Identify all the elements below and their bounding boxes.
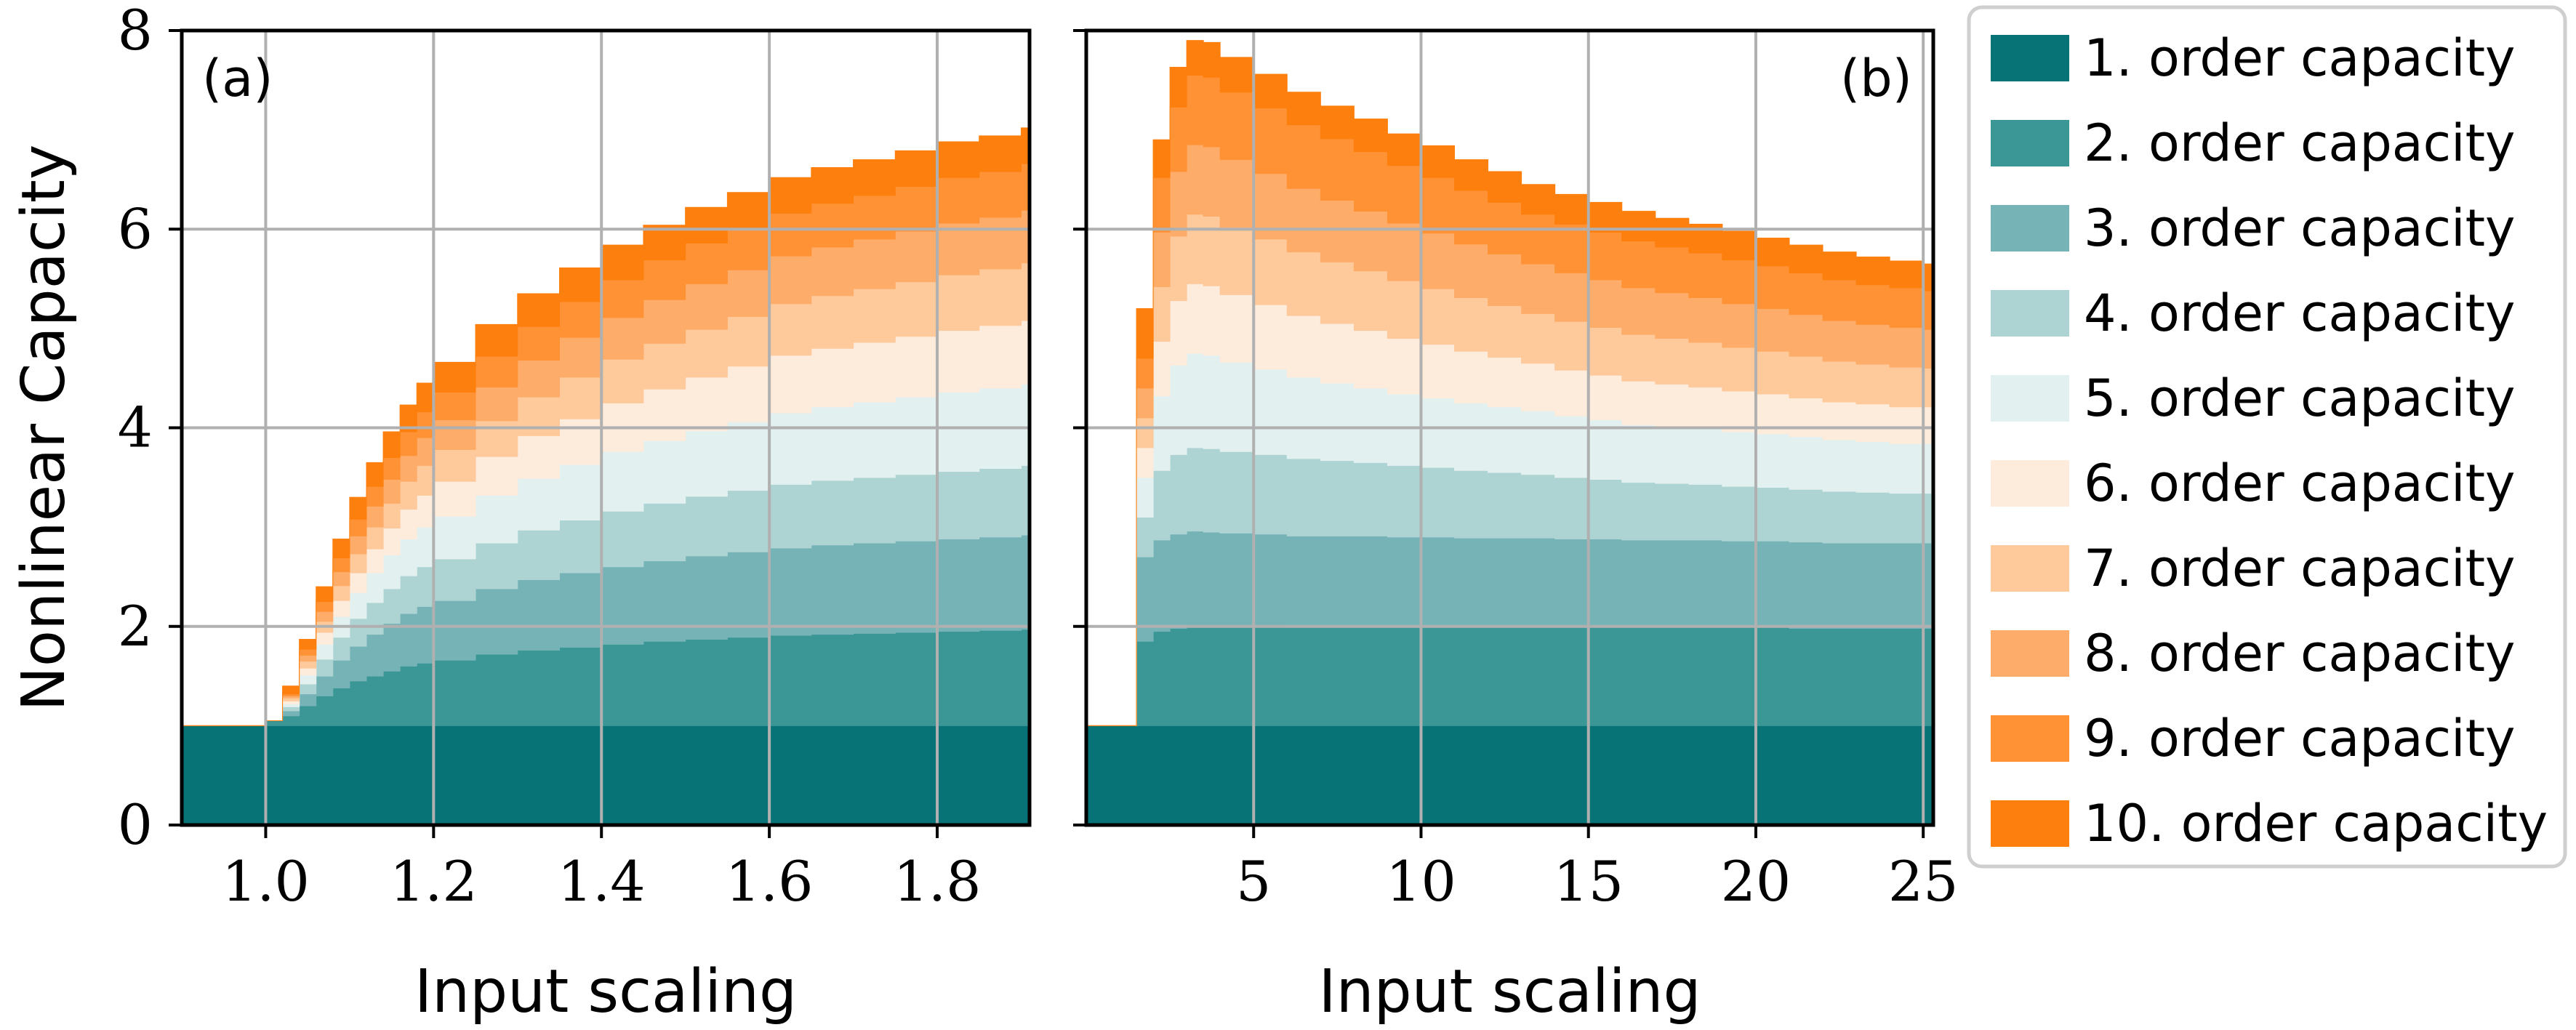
y-tick-label-1: 2 xyxy=(118,594,153,659)
panel-a: 1.0 1.2 1.4 1.6 1.8 0 2 4 6 8 Input scaling Nonline… xyxy=(9,0,1032,1026)
legend-label-3: 3. order capacity xyxy=(2084,198,2515,258)
legend-item: 2. order capacity xyxy=(1991,113,2515,173)
legend-label-8: 8. order capacity xyxy=(2084,624,2515,683)
legend-label-1: 1. order capacity xyxy=(2084,28,2515,88)
stack-layers xyxy=(181,127,1030,826)
legend-swatch-8 xyxy=(1991,630,2069,677)
y-axis-label: Nonlinear Capacity xyxy=(9,145,79,712)
legend-item: 8. order capacity xyxy=(1991,624,2515,683)
legend-swatch-3 xyxy=(1991,205,2069,252)
x-tick-label-2: 15 xyxy=(1553,849,1624,914)
legend-label-4: 4. order capacity xyxy=(2084,283,2515,343)
series-area-1 xyxy=(1086,725,1934,826)
x-tick-label-0: 5 xyxy=(1236,849,1271,914)
panel-label: (a) xyxy=(202,49,273,108)
legend-label-9: 9. order capacity xyxy=(2084,709,2515,768)
legend-swatch-2 xyxy=(1991,120,2069,166)
series-area-1 xyxy=(181,725,1030,826)
legend-swatch-7 xyxy=(1991,545,2069,592)
legend-label-6: 6. order capacity xyxy=(2084,454,2515,513)
y-tick-label-3: 6 xyxy=(118,196,153,261)
x-tick-label-2: 1.4 xyxy=(558,849,646,914)
legend-item: 5. order capacity xyxy=(1991,369,2515,428)
legend-swatch-5 xyxy=(1991,375,2069,422)
x-tick-label-4: 1.8 xyxy=(894,849,982,914)
legend-item: 1. order capacity xyxy=(1991,28,2515,88)
panel-label: (b) xyxy=(1840,49,1912,108)
legend-swatch-4 xyxy=(1991,290,2069,337)
x-tick-label-4: 25 xyxy=(1888,849,1959,914)
x-axis-label: Input scaling xyxy=(414,957,797,1026)
legend-item: 7. order capacity xyxy=(1991,539,2515,598)
y-tick-label-4: 8 xyxy=(118,0,153,63)
legend-label-5: 5. order capacity xyxy=(2084,369,2515,428)
x-axis-label: Input scaling xyxy=(1318,957,1701,1026)
stack-layers xyxy=(1086,40,1934,826)
legend-label-7: 7. order capacity xyxy=(2084,539,2515,598)
legend-item: 9. order capacity xyxy=(1991,709,2515,768)
legend-item: 6. order capacity xyxy=(1991,454,2515,513)
legend-item: 3. order capacity xyxy=(1991,198,2515,258)
legend-swatch-6 xyxy=(1991,460,2069,507)
x-tick-label-0: 1.0 xyxy=(222,849,310,914)
legend-label-2: 2. order capacity xyxy=(2084,113,2515,173)
panel-b: 5 10 15 20 25 Input scaling (b) xyxy=(1073,28,1959,1026)
legend-swatch-9 xyxy=(1991,715,2069,762)
legend-label-10: 10. order capacity xyxy=(2084,794,2548,853)
legend-swatch-1 xyxy=(1991,35,2069,81)
legend: 1. order capacity 2. order capacity 3. ord… xyxy=(1967,5,2567,869)
x-tick-label-1: 1.2 xyxy=(390,849,478,914)
legend-swatch-10 xyxy=(1991,800,2069,847)
legend-item: 4. order capacity xyxy=(1991,283,2515,343)
series-area-2 xyxy=(1086,626,1934,726)
x-tick-label-1: 10 xyxy=(1386,849,1456,914)
y-tick-label-2: 4 xyxy=(118,395,153,460)
y-tick-label-0: 0 xyxy=(118,792,153,857)
legend-frame xyxy=(1967,5,2567,869)
x-tick-label-3: 1.6 xyxy=(726,849,814,914)
x-tick-label-3: 20 xyxy=(1721,849,1791,914)
legend-item: 10. order capacity xyxy=(1991,794,2548,853)
